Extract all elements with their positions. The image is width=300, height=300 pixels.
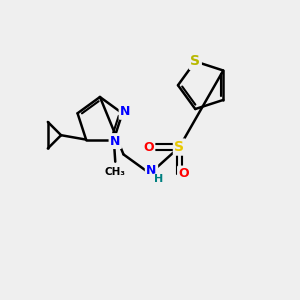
Text: N: N	[120, 105, 130, 118]
Text: N: N	[146, 164, 157, 177]
Text: CH₃: CH₃	[105, 167, 126, 177]
Text: N: N	[110, 135, 120, 148]
Text: S: S	[190, 54, 200, 68]
Text: S: S	[174, 140, 184, 154]
Text: O: O	[143, 141, 154, 154]
Text: O: O	[178, 167, 189, 180]
Text: H: H	[154, 174, 164, 184]
